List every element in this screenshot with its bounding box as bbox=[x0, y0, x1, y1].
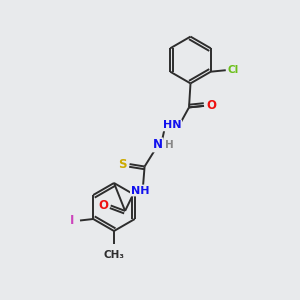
Text: O: O bbox=[206, 99, 217, 112]
Text: Cl: Cl bbox=[227, 65, 239, 75]
Text: N: N bbox=[152, 138, 163, 152]
Text: H: H bbox=[165, 140, 173, 150]
Text: S: S bbox=[118, 158, 127, 171]
Text: O: O bbox=[98, 199, 108, 212]
Text: NH: NH bbox=[131, 185, 149, 196]
Text: HN: HN bbox=[163, 120, 181, 130]
Text: CH₃: CH₃ bbox=[103, 250, 124, 260]
Text: I: I bbox=[70, 214, 74, 227]
